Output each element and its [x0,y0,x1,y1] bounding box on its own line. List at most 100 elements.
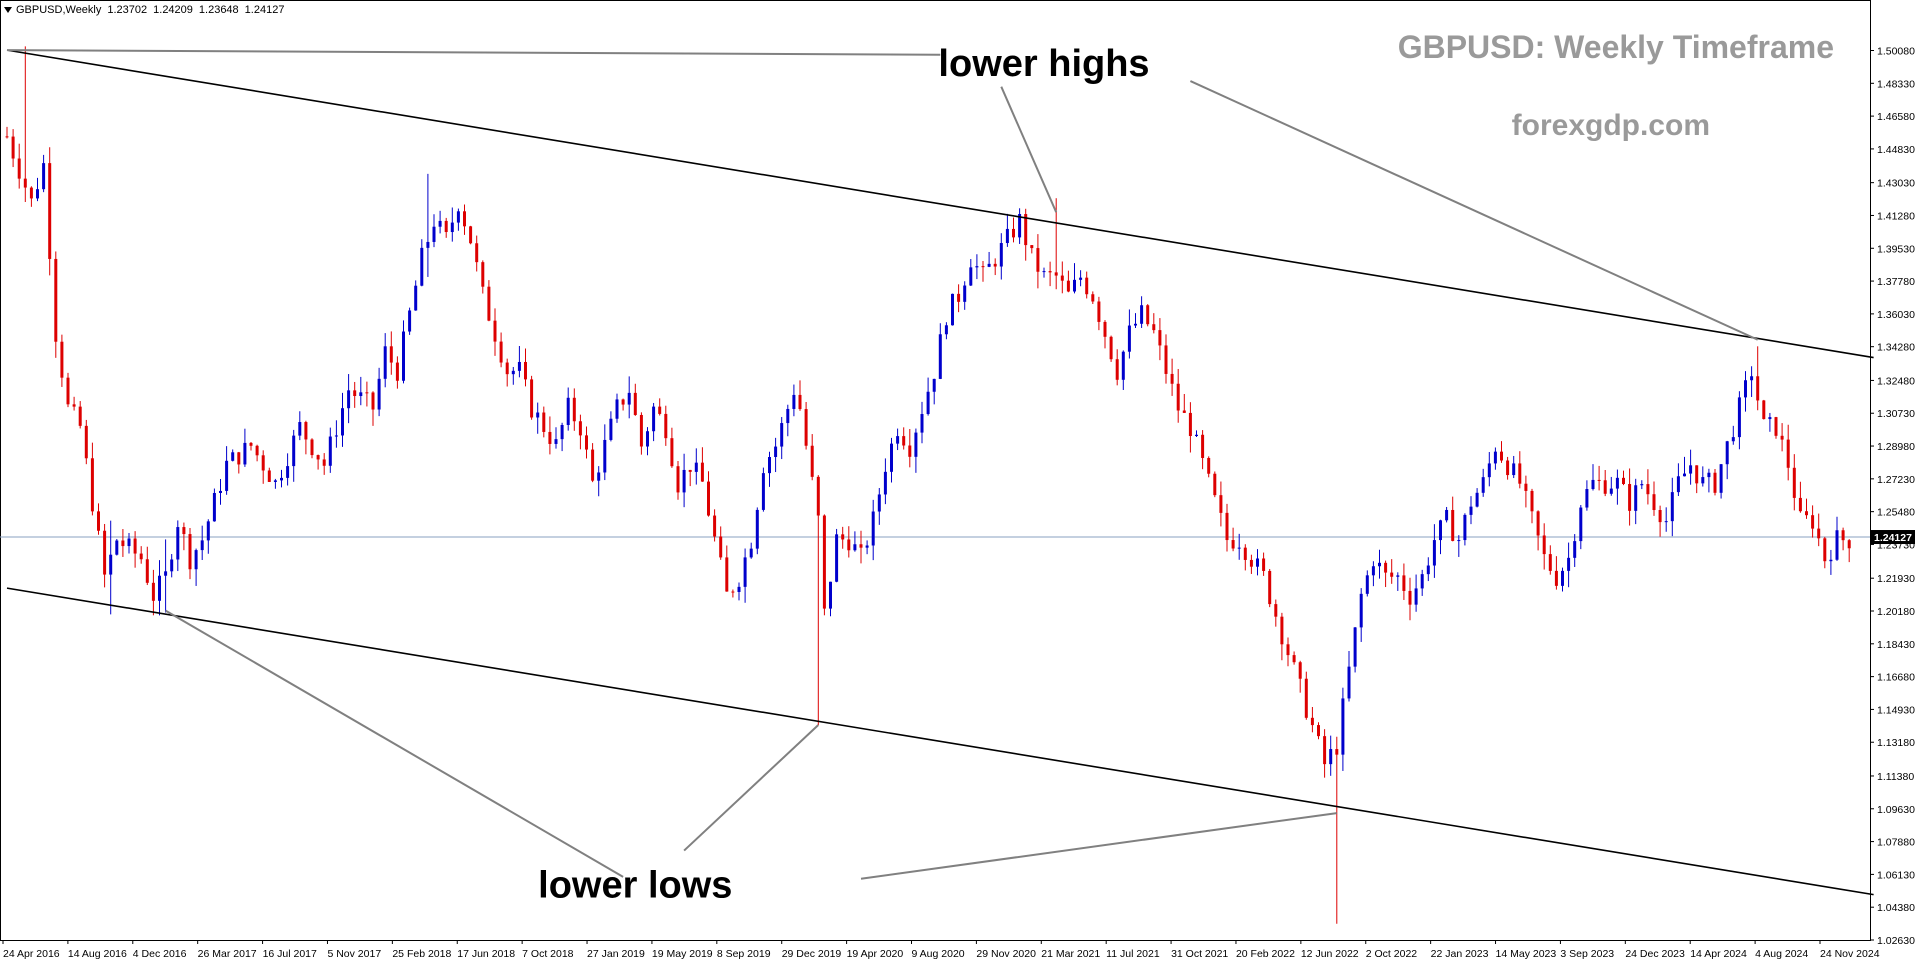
candle-body [1725,441,1729,465]
candle-body [1097,301,1101,322]
candle-body [1347,666,1351,699]
candle-body [5,136,9,138]
candle-body [1737,397,1741,438]
candle-body [908,445,912,457]
candle-body [359,392,363,397]
x-tick-label: 3 Sep 2023 [1560,948,1614,960]
candle-body [578,421,582,436]
candle-body [432,226,436,242]
candle-body [859,544,863,548]
candle-body [1243,547,1247,560]
candle-body [1500,451,1503,461]
candle-body [768,457,771,474]
candle-body [536,412,540,418]
candle-body [1579,507,1583,542]
candle-body [1323,736,1327,765]
candle-body [1127,325,1131,352]
candle-body [1835,530,1839,560]
candle-body [1396,575,1400,577]
candle-body [1744,380,1747,398]
candle-body [719,536,723,558]
candle-body [1005,228,1009,244]
candle-body [627,392,631,405]
symbol-label: GBPUSD,Weekly [16,4,102,16]
candle-body [542,412,546,432]
candle-body [383,346,387,379]
candle-body [1420,574,1424,589]
y-tick-label: 1.34280 [1877,342,1915,354]
candle-body [29,187,33,199]
candle-body [597,472,601,481]
candle-body [749,548,753,558]
candle-body [72,404,76,407]
y-tick-label: 1.02630 [1877,935,1915,947]
plot-frame [0,0,1871,941]
candle-body [1335,749,1339,755]
annotation-label: lower lows [538,864,732,906]
x-tick-label: 16 Jul 2017 [263,948,317,960]
candle-body [1195,434,1198,437]
candle-body [145,559,149,583]
candle-body [1792,467,1796,498]
candle-body [993,263,997,267]
candle-body [84,425,88,459]
candle-body [688,469,692,472]
y-tick-label: 1.13180 [1877,737,1915,749]
candle-body [780,423,784,447]
x-tick-label: 24 Dec 2023 [1625,948,1685,960]
candle-body [1304,678,1308,718]
dropdown-triangle-icon[interactable] [4,7,12,14]
candle-body [420,247,424,286]
candle-body [267,470,271,482]
candle-body [524,361,527,380]
candle-body [560,424,564,440]
candle-body [944,325,948,335]
y-tick-label: 1.25480 [1877,507,1915,519]
candle-body [957,293,961,302]
candle-body [1554,570,1558,586]
x-tick-label: 11 Jul 2021 [1106,948,1160,960]
candle-body [1567,557,1571,571]
candle-body [1384,562,1388,573]
x-tick-label: 21 Mar 2021 [1041,948,1100,960]
candle-body [1695,465,1699,484]
candle-body [548,431,552,444]
candle-body [1506,460,1510,476]
candle-body [463,211,466,227]
candle-body [115,540,119,555]
candle-body [1683,473,1686,477]
y-tick-label: 1.46580 [1877,111,1915,123]
candle-body [810,445,814,477]
annotation-pointer [165,609,624,878]
candle-body [1152,324,1156,331]
x-tick-label: 4 Aug 2024 [1755,948,1808,960]
candle-body [1561,570,1564,586]
ohlc-close: 1.24127 [244,4,285,16]
candle-body [194,550,198,570]
candle-body [877,494,881,512]
candle-body [371,392,375,410]
candle-body [1841,530,1845,541]
candle-body [188,534,192,570]
candle-body [1353,627,1357,667]
candle-body [798,394,802,410]
y-tick-label: 1.20180 [1877,606,1915,618]
candle-body [1658,510,1662,523]
candle-body [402,331,405,381]
candle-body [951,293,954,326]
candle-body [1146,305,1150,325]
candle-body [1615,477,1619,489]
candle-body [23,178,27,188]
candle-body [1036,248,1040,272]
x-tick-label: 2 Oct 2022 [1366,948,1418,960]
candle-body [395,362,399,381]
candle-body [1439,520,1442,541]
candle-body [1811,515,1815,529]
candle-body [1445,509,1449,521]
candle-body [1676,476,1680,493]
candle-body [475,243,479,263]
y-tick-label: 1.11380 [1877,771,1914,783]
y-tick-label: 1.09630 [1877,804,1915,816]
